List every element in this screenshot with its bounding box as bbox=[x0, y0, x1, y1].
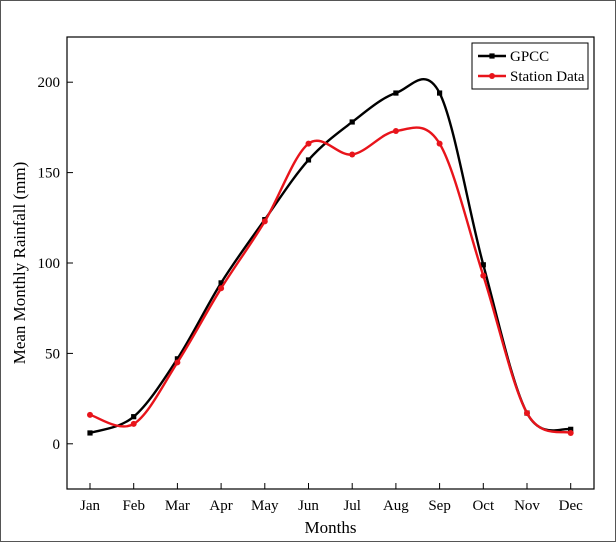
data-point bbox=[131, 414, 137, 420]
y-tick-label: 50 bbox=[45, 346, 60, 362]
data-point bbox=[87, 411, 93, 418]
legend-box bbox=[471, 42, 589, 90]
legend-label-station-data: Station Data bbox=[510, 69, 585, 85]
data-point bbox=[567, 429, 574, 436]
plot-area bbox=[66, 36, 595, 490]
data-point bbox=[568, 426, 574, 432]
data-point bbox=[130, 420, 137, 427]
y-tick-label: 0 bbox=[53, 437, 61, 453]
legend: GPCC Station Data bbox=[471, 42, 589, 90]
data-point bbox=[87, 430, 93, 436]
data-point bbox=[349, 119, 355, 125]
x-tick-label: Jul bbox=[343, 498, 361, 514]
y-axis: 0 50 100 150 200 bbox=[38, 75, 73, 453]
x-tick-label: Mar bbox=[165, 498, 190, 514]
data-point bbox=[218, 285, 225, 292]
x-tick-label: Apr bbox=[209, 498, 232, 514]
x-tick-label: Jan bbox=[80, 498, 100, 514]
data-point bbox=[392, 128, 399, 135]
x-axis-title: Months bbox=[305, 518, 357, 537]
data-point bbox=[305, 157, 312, 163]
series-layer bbox=[87, 78, 574, 436]
data-point bbox=[305, 140, 312, 147]
data-point bbox=[174, 359, 181, 366]
data-point bbox=[524, 410, 530, 417]
x-tick-label: Sep bbox=[428, 498, 451, 514]
data-point bbox=[349, 151, 356, 158]
x-tick-label: Aug bbox=[383, 498, 409, 514]
legend-marker bbox=[489, 73, 495, 79]
data-point bbox=[436, 140, 443, 147]
x-tick-label: Oct bbox=[472, 498, 494, 514]
legend-marker bbox=[489, 53, 495, 59]
data-point bbox=[218, 280, 224, 286]
series-line-station-data bbox=[89, 126, 572, 435]
data-point bbox=[261, 218, 268, 225]
series-gpcc bbox=[87, 78, 574, 436]
x-tick-label: Nov bbox=[514, 498, 540, 514]
y-tick-label: 200 bbox=[38, 75, 61, 91]
data-point bbox=[480, 272, 487, 279]
y-tick-label: 150 bbox=[38, 166, 61, 182]
y-tick-label: 100 bbox=[38, 256, 61, 272]
data-point bbox=[174, 356, 180, 362]
data-point bbox=[480, 262, 486, 268]
legend-label-gpcc: GPCC bbox=[510, 49, 549, 65]
x-tick-label: Jun bbox=[298, 498, 319, 514]
data-point bbox=[437, 90, 443, 96]
y-axis-title: Mean Monthly Rainfall (mm) bbox=[10, 162, 29, 365]
x-axis: Jan Feb Mar Apr May Jun Jul Aug Sep Oct Nov Dec bbox=[80, 483, 583, 514]
x-tick-label: May bbox=[251, 498, 279, 514]
series-station-data bbox=[87, 126, 574, 436]
series-line-gpcc bbox=[89, 78, 572, 435]
data-point bbox=[393, 90, 399, 96]
x-tick-label: Feb bbox=[122, 498, 145, 514]
x-tick-label: Dec bbox=[559, 498, 583, 514]
